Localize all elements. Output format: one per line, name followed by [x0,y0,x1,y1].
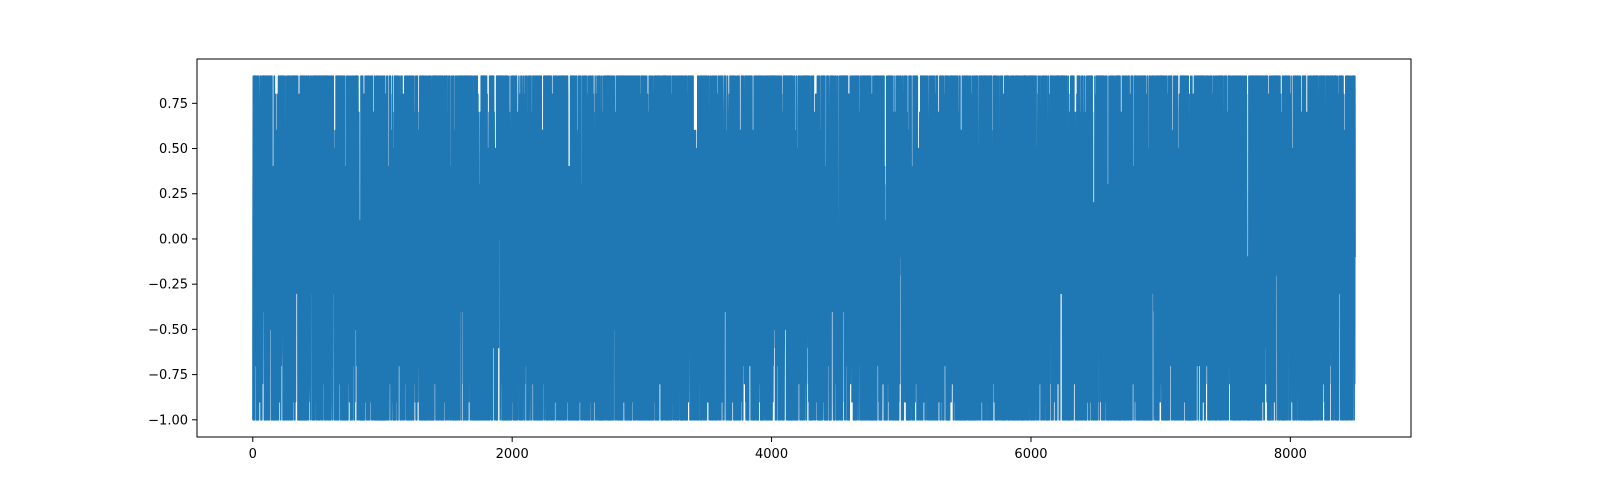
x-tick-label: 6000 [1014,447,1047,462]
y-tick-label: 0.00 [159,232,188,247]
x-tick-label: 2000 [496,447,529,462]
series-line-signal [252,75,1356,421]
y-tick-label: 0.25 [159,187,188,202]
y-tick-label: 0.50 [159,142,188,157]
x-tick-label: 4000 [755,447,788,462]
y-tick-label: −1.00 [148,413,188,428]
plot-area [252,75,1356,421]
y-tick-label: −0.25 [148,278,188,293]
y-tick-label: 0.75 [159,97,188,112]
y-tick-label: −0.75 [148,368,188,383]
y-axis: −1.00 −0.75 −0.50 −0.25 0.00 0.25 0.50 0.75 [148,97,197,428]
x-axis: 0 2000 4000 6000 8000 [249,437,1307,462]
x-tick-label: 8000 [1274,447,1307,462]
x-tick-label: 0 [249,447,257,462]
y-tick-label: −0.50 [148,323,188,338]
axes-frame [196,58,1412,438]
